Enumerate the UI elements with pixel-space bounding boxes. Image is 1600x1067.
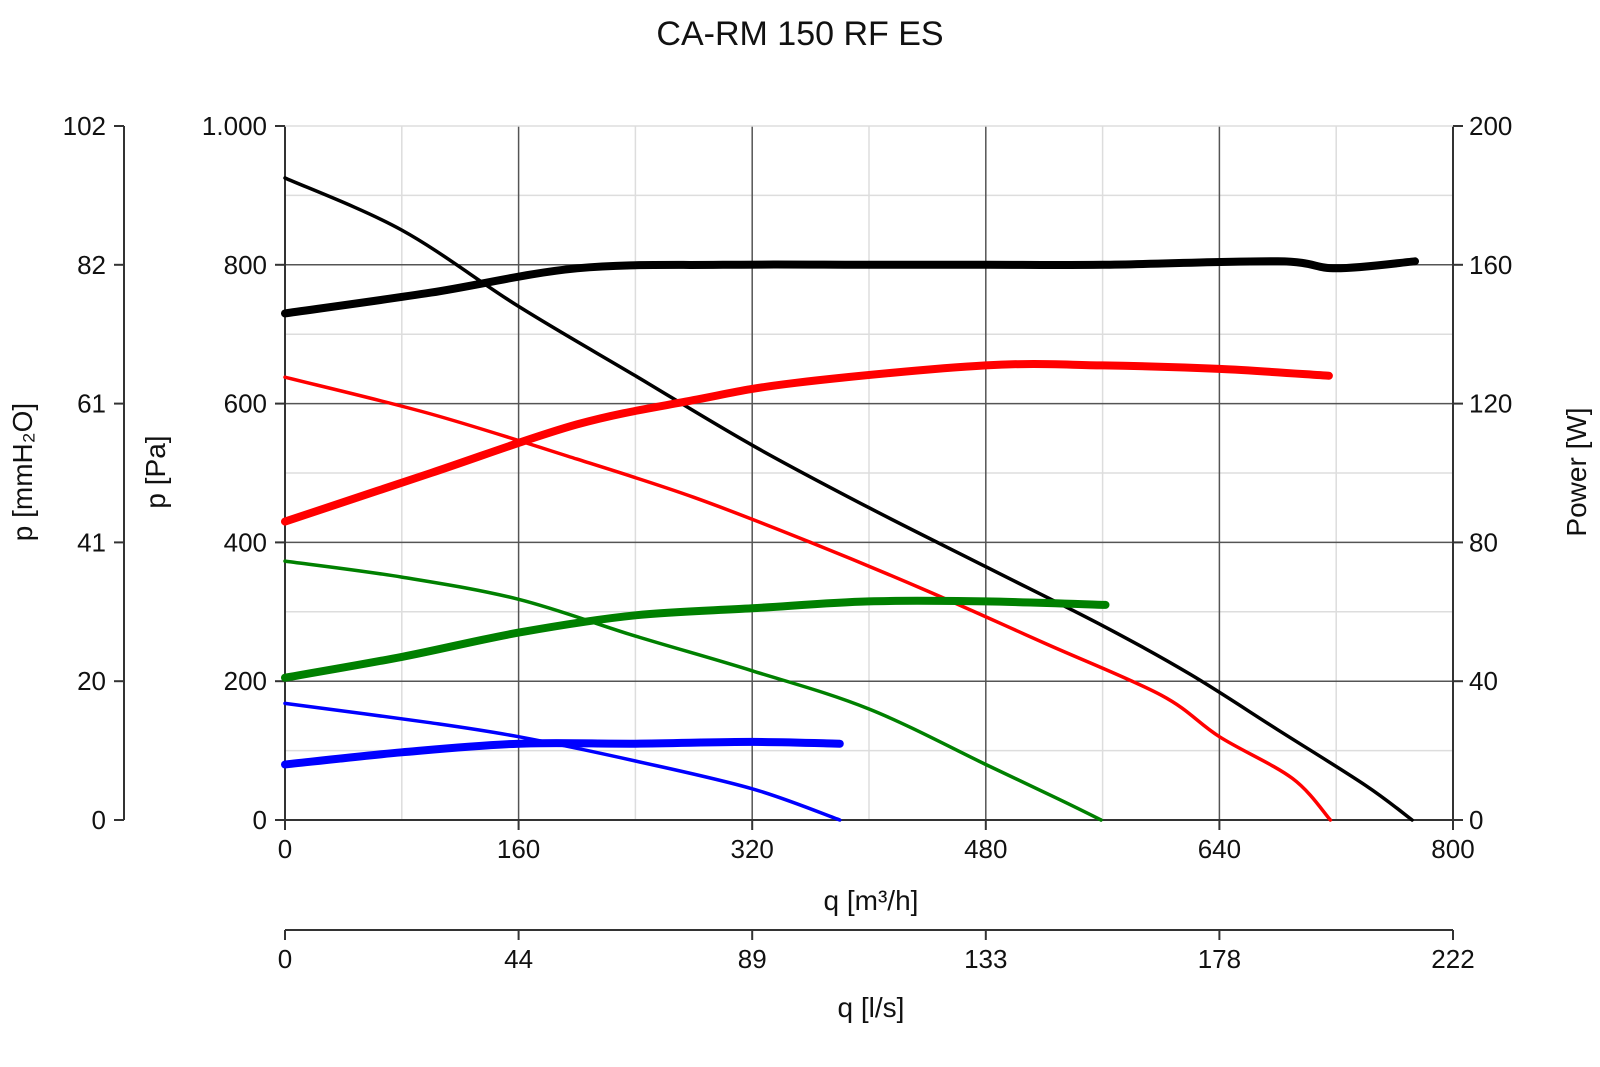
y-tick-label: 800 [224, 250, 267, 280]
y2-tick-label: 160 [1469, 250, 1512, 280]
pressure-curve-3 [283, 701, 842, 822]
mmh2o-tick-label: 102 [63, 111, 106, 141]
x2-axis-title: q [l/s] [838, 992, 905, 1023]
y2-tick-label: 200 [1469, 111, 1512, 141]
y-tick-label: 400 [224, 527, 267, 557]
mmh2o-tick-label: 0 [92, 805, 106, 835]
x2-tick-label: 44 [504, 944, 533, 974]
power-curve-0 [281, 257, 1419, 318]
y-axis-title-mmh2o: p [mmH₂O] [7, 403, 38, 541]
x2-tick-label: 222 [1431, 944, 1474, 974]
mmh2o-tick-label: 20 [77, 666, 106, 696]
x2-tick-label: 0 [278, 944, 292, 974]
x2-tick-label: 133 [964, 944, 1007, 974]
y-tick-label: 0 [253, 805, 267, 835]
y-axis-title-pa: p [Pa] [140, 435, 171, 508]
x-tick-label: 0 [278, 834, 292, 864]
x-tick-label: 480 [964, 834, 1007, 864]
x-tick-label: 640 [1198, 834, 1241, 864]
power-curve-2 [281, 596, 1110, 682]
pressure-curve-2 [283, 559, 1103, 822]
x-tick-label: 160 [497, 834, 540, 864]
y2-axis-title-power: Power [W] [1561, 407, 1592, 536]
y-tick-label: 1.000 [202, 111, 267, 141]
y-tick-label: 600 [224, 389, 267, 419]
x-axis-title: q [m³/h] [824, 885, 919, 916]
y2-tick-label: 40 [1469, 666, 1498, 696]
pressure-curve-0 [283, 176, 1414, 822]
power-curve-1 [281, 359, 1333, 526]
x2-tick-label: 89 [738, 944, 767, 974]
y-tick-label: 200 [224, 666, 267, 696]
chart-title: CA-RM 150 RF ES [656, 15, 943, 53]
x-tick-label: 800 [1431, 834, 1474, 864]
x2-tick-label: 178 [1198, 944, 1241, 974]
y2-tick-label: 80 [1469, 527, 1498, 557]
y2-tick-label: 0 [1469, 805, 1483, 835]
grid [285, 126, 1453, 820]
power-curve-3 [281, 737, 844, 769]
x-tick-label: 320 [731, 834, 774, 864]
pressure-curve-1 [283, 375, 1333, 822]
series-curves [281, 176, 1419, 822]
mmh2o-tick-label: 41 [77, 527, 106, 557]
mmh2o-tick-label: 82 [77, 250, 106, 280]
mmh2o-tick-label: 61 [77, 389, 106, 419]
axes [114, 125, 1463, 940]
y2-tick-label: 120 [1469, 389, 1512, 419]
